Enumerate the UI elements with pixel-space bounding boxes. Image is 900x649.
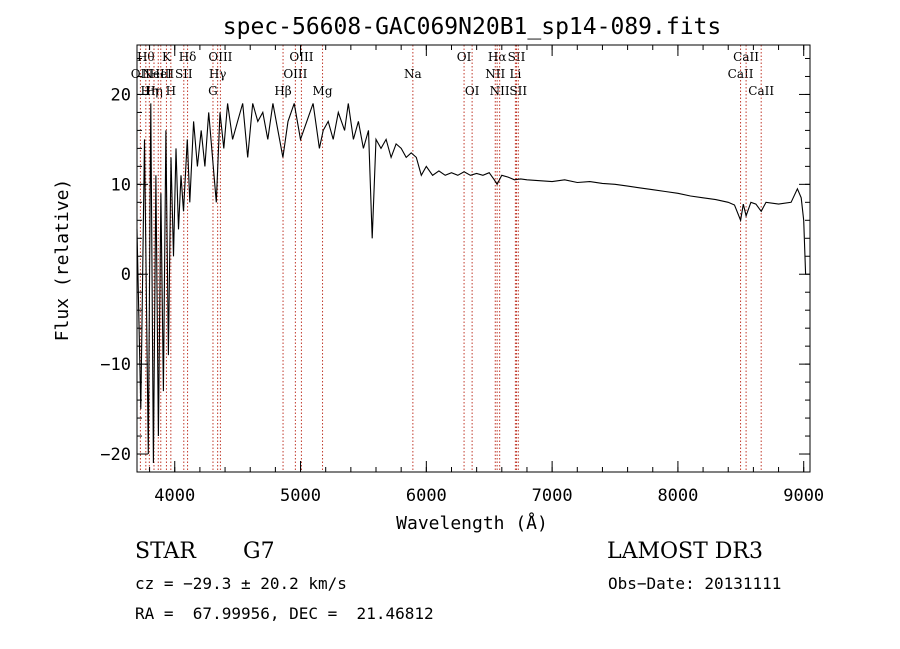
ra-dec: RA = 67.99956, DEC = 21.46812 bbox=[135, 604, 434, 623]
y-tick-label: −20 bbox=[100, 445, 131, 465]
y-tick-label: 0 bbox=[121, 265, 131, 285]
y-axis-label: Flux (relative) bbox=[52, 179, 73, 342]
spectral-line-label: Hβ bbox=[274, 84, 291, 98]
y-tick-label: 10 bbox=[111, 175, 131, 195]
spectral-line-label: NII bbox=[490, 84, 510, 98]
spectral-line-label: OIII bbox=[208, 50, 232, 64]
x-tick-label: 4000 bbox=[154, 486, 195, 506]
spectral-line-label: Hθ bbox=[137, 50, 155, 64]
spectrum-series-line bbox=[136, 103, 807, 464]
redshift-cz: cz = −29.3 ± 20.2 km/s bbox=[135, 574, 347, 593]
spectral-line-label: CaII bbox=[733, 50, 759, 64]
y-tick-label: −10 bbox=[100, 355, 131, 375]
y-tick-label: 20 bbox=[111, 85, 131, 105]
object-class: STAR bbox=[135, 539, 196, 564]
spectral-line-label: Hη bbox=[145, 84, 163, 98]
series-layer bbox=[136, 103, 807, 464]
spectral-line-label: Mg bbox=[313, 84, 333, 98]
x-tick-label: 7000 bbox=[532, 486, 573, 506]
x-tick-label: 8000 bbox=[657, 486, 698, 506]
x-tick-label: 9000 bbox=[783, 486, 824, 506]
plot-frame bbox=[136, 44, 811, 473]
spectral-line-label: OIII bbox=[283, 67, 307, 81]
spectral-line-label: SII bbox=[509, 84, 527, 98]
spectral-line-label: Na bbox=[404, 67, 422, 81]
x-tick-label: 5000 bbox=[280, 486, 321, 506]
obs-date: Obs−Date: 20131111 bbox=[608, 574, 782, 593]
spectral-line-label: G bbox=[208, 84, 218, 98]
spectral-line-label: NII bbox=[485, 67, 505, 81]
spectral-line-label: Hδ bbox=[179, 50, 197, 64]
x-axis-label: Wavelength (Å) bbox=[396, 512, 548, 534]
object-subclass: G7 bbox=[243, 539, 275, 564]
chart-title: spec-56608-GAC069N20B1_sp14-089.fits bbox=[223, 14, 722, 40]
spectral-line-label: Li bbox=[509, 67, 521, 81]
spectral-line-label: Hγ bbox=[209, 67, 227, 81]
spectral-line-label: HeI bbox=[150, 67, 173, 81]
spectral-line-label: SII bbox=[175, 67, 193, 81]
spectral-line-label: OI bbox=[457, 50, 472, 64]
spectral-line-label: SII bbox=[508, 50, 526, 64]
spectral-line-label: OIII bbox=[289, 50, 313, 64]
spectral-lines-layer: OIIHθHηHηNeIIIHeIKHSIIHδGHγOIIIHβOIIIOII… bbox=[131, 45, 774, 472]
spectral-line-label: CaII bbox=[728, 67, 754, 81]
spectral-line-label: K bbox=[162, 50, 172, 64]
spectral-line-label: H bbox=[166, 84, 176, 98]
x-tick-label: 6000 bbox=[406, 486, 447, 506]
spectral-line-label: CaII bbox=[748, 84, 774, 98]
spectral-line-label: Hα bbox=[488, 50, 507, 64]
spectral-line-label: OI bbox=[465, 84, 480, 98]
survey-name: LAMOST DR3 bbox=[607, 539, 763, 564]
axes-layer: 4000 5000 6000 7000 8000 9000 −20 −10 0 10 20 bbox=[100, 44, 824, 506]
